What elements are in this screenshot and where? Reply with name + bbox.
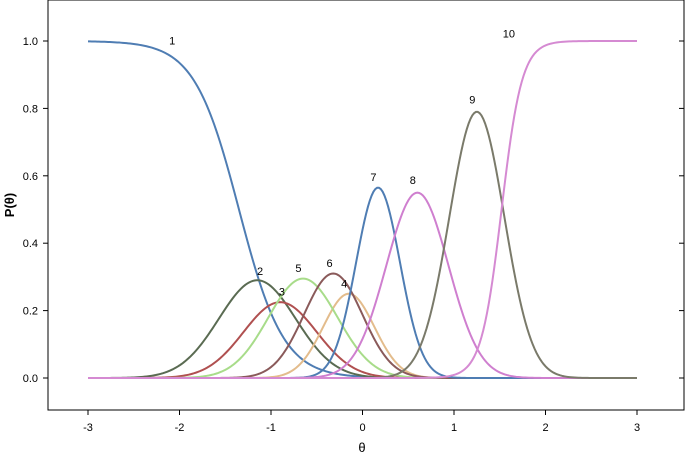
curve-label-4: 4 (341, 279, 347, 291)
x-tick-label: -1 (266, 422, 276, 434)
y-tick-label: 0.2 (23, 306, 38, 318)
curve-label-3: 3 (279, 286, 285, 298)
y-axis: 0.0 0.2 0.4 0.6 0.8 1.0 (23, 36, 684, 385)
curve-label-1: 1 (169, 35, 175, 47)
y-tick-label: 0.4 (23, 238, 38, 250)
y-tick-label: 0.0 (23, 373, 38, 385)
x-axis: -3 -2 -1 0 1 2 3 (83, 410, 640, 434)
y-tick-label: 0.8 (23, 103, 38, 115)
curve-6 (88, 272, 637, 379)
curve-label-10: 10 (503, 29, 515, 41)
curve-label-5: 5 (295, 263, 301, 275)
curve-label-6: 6 (326, 258, 332, 270)
x-tick-label: 1 (451, 422, 457, 434)
x-axis-title: θ (358, 440, 365, 455)
curve-labels: 1 2 3 4 5 6 7 8 9 10 (169, 29, 515, 299)
curve-4 (88, 292, 637, 379)
curve-7 (88, 186, 637, 379)
x-tick-label: 2 (542, 422, 548, 434)
plot-frame (47, 0, 685, 411)
x-tick-label: -2 (175, 422, 185, 434)
y-tick-label: 0.6 (23, 171, 38, 183)
y-axis-title: P(θ) (2, 193, 17, 217)
x-tick-label: -3 (83, 422, 93, 434)
curve-10 (88, 40, 637, 379)
curve-5 (88, 277, 637, 379)
x-tick-label: 0 (359, 422, 365, 434)
curve-label-9: 9 (469, 94, 475, 106)
curve-label-2: 2 (257, 266, 263, 278)
curve-2 (88, 279, 637, 379)
curve-1 (87, 40, 637, 379)
y-tick-label: 1.0 (23, 36, 38, 48)
curve-label-8: 8 (410, 175, 416, 187)
curve-label-7: 7 (370, 172, 376, 184)
x-tick-label: 3 (634, 422, 640, 434)
curve-8 (88, 191, 637, 379)
curves (87, 40, 637, 379)
